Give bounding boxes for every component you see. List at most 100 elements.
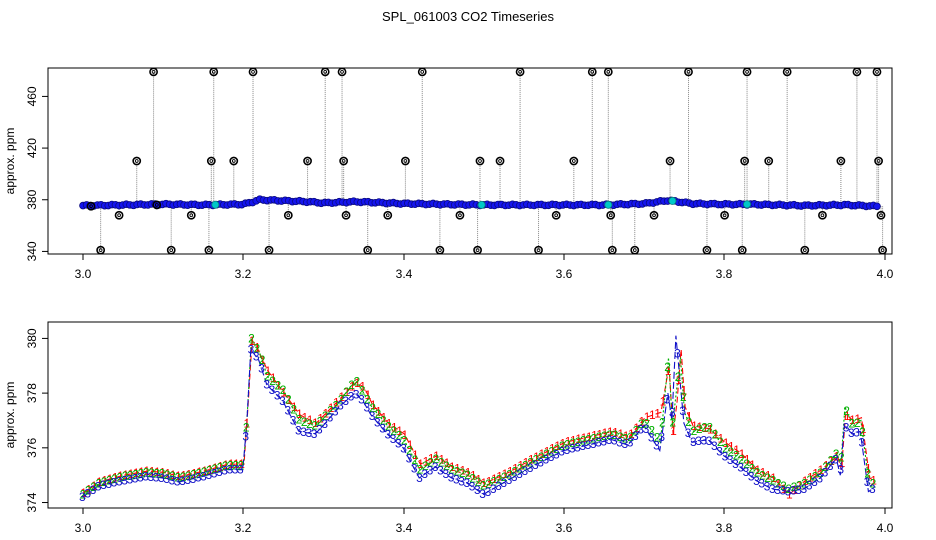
series-marker-3: 3: [184, 473, 191, 487]
series-marker-2: 2: [201, 465, 208, 479]
series-marker-1: 1: [807, 470, 814, 484]
series-marker-3: 3: [479, 487, 486, 501]
series-marker-2: 2: [506, 467, 513, 481]
outlier-point-inner: [365, 248, 370, 252]
series-marker-2: 2: [691, 424, 698, 438]
series-marker-1: 1: [528, 453, 535, 467]
outlier-point: [303, 156, 312, 166]
series-marker-1: 1: [728, 440, 735, 454]
series-marker-1: 1: [633, 421, 640, 435]
series-marker-1: 1: [533, 450, 540, 464]
series-marker-1: 1: [354, 376, 361, 390]
series-marker-1: 1: [386, 417, 393, 431]
accent-point: [211, 200, 220, 209]
outlier-point: [630, 245, 640, 255]
series-marker-2: 2: [791, 480, 798, 494]
outlier-point-inner: [420, 70, 425, 74]
series-marker-1: 1: [786, 487, 793, 501]
series-marker-1: 1: [549, 442, 556, 456]
series-marker-1: 1: [107, 472, 114, 486]
outlier-point-inner: [686, 70, 691, 74]
series-marker-2: 2: [427, 455, 434, 469]
series-marker-2: 2: [527, 455, 534, 469]
x-tick-label: 3.0: [75, 267, 92, 281]
series-marker-3: 3: [564, 443, 571, 457]
series-marker-3: 3: [858, 436, 865, 450]
series-marker-1: 1: [159, 465, 166, 479]
outlier-point: [836, 156, 846, 166]
outlier-point-inner: [855, 70, 859, 74]
series-marker-1: 1: [623, 429, 630, 443]
series-marker-2: 2: [617, 430, 624, 444]
series-marker-3: 3: [142, 470, 149, 484]
outlier-point-inner: [475, 248, 480, 252]
series-marker-1: 1: [122, 468, 129, 482]
series-marker-1: 1: [512, 462, 519, 476]
series-marker-2: 2: [417, 463, 424, 477]
series-marker-2: 2: [633, 424, 640, 438]
series-marker-1: 1: [175, 469, 182, 483]
series-marker-3: 3: [827, 459, 834, 473]
series-marker-1: 1: [238, 457, 245, 471]
series-marker-3: 3: [469, 480, 476, 494]
series-marker-2: 2: [138, 467, 145, 481]
series-marker-2: 2: [122, 469, 129, 483]
series-marker-1: 1: [407, 438, 414, 452]
series-marker-3: 3: [137, 471, 144, 485]
series-marker-1: 1: [565, 435, 572, 449]
series-marker-2: 2: [285, 393, 292, 407]
series-marker-1: 1: [596, 427, 603, 441]
series-marker-1: 1: [402, 428, 409, 442]
series-marker-1: 1: [449, 460, 456, 474]
series-marker-2: 2: [169, 469, 176, 483]
series-marker-1: 1: [844, 409, 851, 423]
series-marker-1: 1: [575, 432, 582, 446]
outlier-point-inner: [554, 213, 559, 218]
outlier-point-inner: [785, 70, 790, 74]
series-marker-3: 3: [100, 478, 107, 492]
series-marker-3: 3: [801, 482, 808, 496]
series-marker-2: 2: [448, 463, 455, 477]
outlier-point: [665, 156, 675, 166]
series-marker-3: 3: [421, 467, 428, 481]
series-marker-2: 2: [332, 398, 339, 412]
series-marker-2: 2: [443, 459, 450, 473]
outlier-point: [764, 156, 774, 166]
series-marker-1: 1: [496, 470, 503, 484]
outlier-point-inner: [875, 70, 879, 74]
series-marker-3: 3: [495, 479, 502, 493]
outlier-point: [818, 210, 827, 220]
series-marker-3: 3: [306, 426, 313, 440]
x-tick-label: 3.2: [235, 521, 252, 535]
series-marker-3: 3: [616, 435, 623, 449]
series-marker-1: 1: [428, 452, 435, 466]
series-marker-3: 3: [700, 433, 707, 447]
series-marker-3: 3: [811, 475, 818, 489]
x-tick-label: 3.0: [75, 521, 92, 535]
series-marker-2: 2: [311, 419, 318, 433]
series-marker-1: 1: [301, 410, 308, 424]
series-marker-3: 3: [79, 490, 86, 504]
series-marker-2: 2: [190, 468, 197, 482]
series-marker-1: 1: [660, 394, 667, 408]
series-marker-3: 3: [132, 472, 139, 486]
series-marker-2: 2: [401, 433, 408, 447]
x-tick-label: 3.8: [716, 521, 733, 535]
series-marker-1: 1: [796, 478, 803, 492]
series-marker-3: 3: [769, 482, 776, 496]
series-marker-1: 1: [338, 390, 345, 404]
series-marker-3: 3: [606, 433, 613, 447]
series-marker-2: 2: [90, 480, 97, 494]
series-marker-2: 2: [606, 428, 613, 442]
series-marker-3: 3: [163, 472, 170, 486]
y-tick-label: 460: [25, 86, 39, 106]
accent-point: [668, 196, 677, 205]
outlier-point: [341, 210, 351, 220]
series-marker-1: 1: [438, 453, 445, 467]
outlier-point: [337, 67, 347, 77]
outlier-point: [383, 210, 393, 220]
series-marker-3: 3: [864, 475, 871, 489]
series-marker-2: 2: [396, 429, 403, 443]
series-marker-3: 3: [748, 470, 755, 484]
series-marker-1: 1: [538, 447, 545, 461]
